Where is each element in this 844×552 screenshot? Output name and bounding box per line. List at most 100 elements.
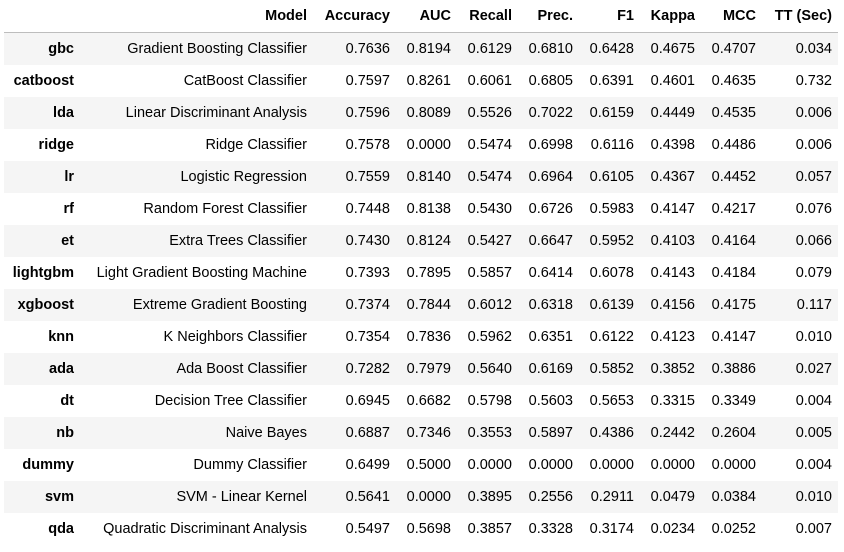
recall-cell: 0.6012: [467, 296, 512, 313]
row-index-label: lr: [64, 168, 74, 185]
kappa-cell: 0.3852: [650, 360, 695, 377]
row-index-label: xgboost: [17, 296, 74, 313]
row-index-label: svm: [44, 488, 74, 505]
accuracy-cell: 0.5641: [345, 488, 390, 505]
model-name-cell: Ada Boost Classifier: [176, 360, 307, 377]
mcc-cell: 0.4707: [711, 40, 756, 57]
row-index-label: ridge: [38, 136, 74, 153]
precision-cell: 0.6726: [528, 200, 573, 217]
training-time-cell: 0.006: [795, 136, 832, 153]
recall-cell: 0.0000: [467, 456, 512, 473]
table-header: Model Accuracy AUC Recall Prec. F1 Kappa…: [4, 0, 838, 33]
model-comparison-table: Model Accuracy AUC Recall Prec. F1 Kappa…: [4, 0, 838, 545]
recall-cell: 0.5962: [467, 328, 512, 345]
mcc-cell: 0.0384: [711, 488, 756, 505]
precision-cell: 0.6414: [528, 264, 573, 281]
training-time-cell: 0.004: [795, 392, 832, 409]
mcc-cell: 0.2604: [711, 424, 756, 441]
table-row: knn K Neighbors Classifier 0.7354 0.7836 0.5…: [4, 320, 838, 353]
training-time-cell: 0.732: [795, 72, 832, 89]
mcc-cell: 0.3886: [711, 360, 756, 377]
row-index-label: et: [61, 232, 74, 249]
header-row: Model Accuracy AUC Recall Prec. F1 Kappa…: [4, 0, 838, 33]
mcc-cell: 0.4535: [711, 104, 756, 121]
auc-cell: 0.0000: [406, 488, 451, 505]
training-time-cell: 0.079: [795, 264, 832, 281]
recall-cell: 0.3857: [467, 520, 512, 537]
kappa-cell: 0.4601: [650, 72, 695, 89]
table-row: svm SVM - Linear Kernel 0.5641 0.0000 0.3895…: [4, 480, 838, 513]
index-header: [4, 0, 80, 33]
f1-cell: 0.0000: [589, 456, 634, 473]
mcc-cell: 0.4164: [711, 232, 756, 249]
table-row: et Extra Trees Classifier 0.7430 0.8124 0.54…: [4, 224, 838, 257]
training-time-cell: 0.066: [795, 232, 832, 249]
precision-cell: 0.3328: [528, 520, 573, 537]
column-header-auc: AUC: [396, 0, 457, 33]
accuracy-cell: 0.7578: [345, 136, 390, 153]
column-header-mcc: MCC: [701, 0, 762, 33]
table-row: dummy Dummy Classifier 0.6499 0.5000 0.0000 0…: [4, 448, 838, 481]
mcc-cell: 0.0000: [711, 456, 756, 473]
f1-cell: 0.6391: [589, 72, 634, 89]
recall-cell: 0.5474: [467, 136, 512, 153]
mcc-cell: 0.4217: [711, 200, 756, 217]
row-index-label: lightgbm: [12, 264, 74, 281]
model-name-cell: Naive Bayes: [225, 424, 307, 441]
accuracy-cell: 0.5497: [345, 520, 390, 537]
model-name-cell: CatBoost Classifier: [183, 72, 307, 89]
accuracy-cell: 0.7374: [345, 296, 390, 313]
kappa-cell: 0.0479: [650, 488, 695, 505]
table-row: lda Linear Discriminant Analysis 0.7596 0.8…: [4, 96, 838, 129]
row-index-label: ada: [49, 360, 74, 377]
accuracy-cell: 0.7448: [345, 200, 390, 217]
column-header-f1: F1: [579, 0, 640, 33]
mcc-cell: 0.4147: [711, 328, 756, 345]
row-index-label: catboost: [13, 72, 74, 89]
accuracy-cell: 0.7282: [345, 360, 390, 377]
precision-cell: 0.2556: [528, 488, 573, 505]
accuracy-cell: 0.6887: [345, 424, 390, 441]
auc-cell: 0.8124: [406, 232, 451, 249]
column-header-precision: Prec.: [518, 0, 579, 33]
table-row: rf Random Forest Classifier 0.7448 0.8138 0.…: [4, 192, 838, 225]
accuracy-cell: 0.7636: [345, 40, 390, 57]
training-time-cell: 0.006: [795, 104, 832, 121]
accuracy-cell: 0.7393: [345, 264, 390, 281]
recall-cell: 0.6061: [467, 72, 512, 89]
mcc-cell: 0.4184: [711, 264, 756, 281]
recall-cell: 0.3895: [467, 488, 512, 505]
recall-cell: 0.5427: [467, 232, 512, 249]
f1-cell: 0.6159: [589, 104, 634, 121]
mcc-cell: 0.0252: [711, 520, 756, 537]
row-index-label: lda: [53, 104, 74, 121]
f1-cell: 0.6122: [589, 328, 634, 345]
auc-cell: 0.5000: [406, 456, 451, 473]
kappa-cell: 0.4156: [650, 296, 695, 313]
recall-cell: 0.5857: [467, 264, 512, 281]
training-time-cell: 0.027: [795, 360, 832, 377]
mcc-cell: 0.4635: [711, 72, 756, 89]
mcc-cell: 0.4486: [711, 136, 756, 153]
kappa-cell: 0.4449: [650, 104, 695, 121]
row-index-label: nb: [56, 424, 74, 441]
table-row: gbc Gradient Boosting Classifier 0.7636 0.8…: [4, 32, 838, 65]
model-name-cell: Gradient Boosting Classifier: [127, 40, 307, 57]
model-name-cell: Ridge Classifier: [205, 136, 307, 153]
kappa-cell: 0.4398: [650, 136, 695, 153]
row-index-label: knn: [48, 328, 74, 345]
model-name-cell: Linear Discriminant Analysis: [125, 104, 307, 121]
model-name-cell: K Neighbors Classifier: [163, 328, 307, 345]
precision-cell: 0.5603: [528, 392, 573, 409]
auc-cell: 0.7844: [406, 296, 451, 313]
column-header-accuracy: Accuracy: [313, 0, 396, 33]
kappa-cell: 0.4143: [650, 264, 695, 281]
training-time-cell: 0.076: [795, 200, 832, 217]
row-index-label: qda: [48, 520, 74, 537]
table-row: lightgbm Light Gradient Boosting Machine 0…: [4, 256, 838, 289]
auc-cell: 0.8140: [406, 168, 451, 185]
row-index-label: dt: [60, 392, 74, 409]
kappa-cell: 0.4367: [650, 168, 695, 185]
table-row: catboost CatBoost Classifier 0.7597 0.8261 0…: [4, 64, 838, 97]
precision-cell: 0.6169: [528, 360, 573, 377]
